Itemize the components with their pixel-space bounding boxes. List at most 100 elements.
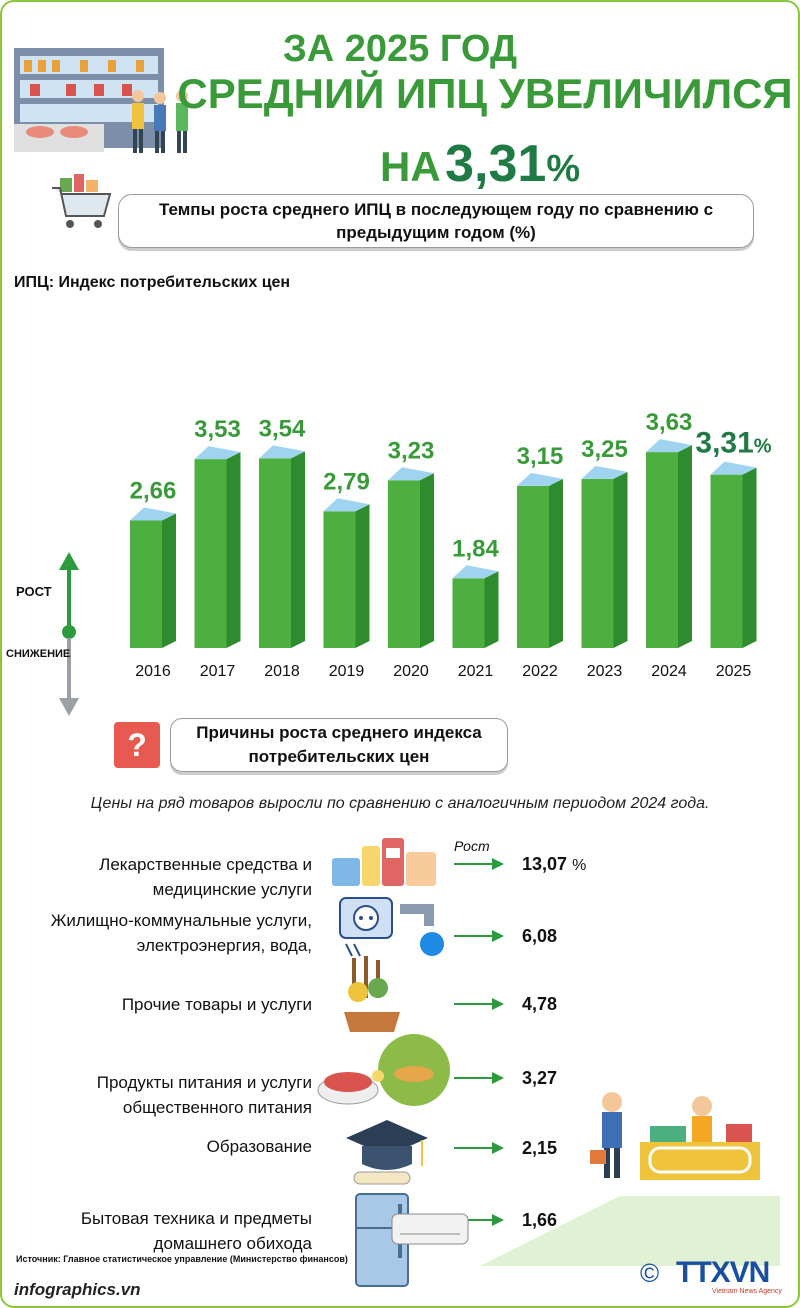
bar-top [452, 565, 499, 579]
data-label: 3,15 [517, 443, 564, 470]
bar-2025 [710, 461, 757, 648]
reason-value-number: 13,07 [522, 854, 568, 874]
bar-front [388, 480, 420, 648]
bar-2024 [646, 439, 692, 648]
bar-front [323, 511, 356, 648]
bar-top [710, 461, 757, 475]
bar-side [291, 451, 305, 648]
bar-2022 [517, 472, 563, 648]
bar-front [517, 485, 549, 648]
garden-goods-icon [344, 956, 400, 1032]
growth-arrow-icon [454, 858, 504, 870]
graduation-cap-icon [346, 1120, 428, 1185]
bar-top [259, 445, 305, 459]
bar-top [130, 507, 176, 521]
bar-front [452, 578, 485, 648]
bar-side [742, 467, 757, 648]
bar-side [162, 513, 176, 648]
chart-subtitle: Темпы роста среднего ИПЦ в последующем г… [118, 194, 754, 248]
data-label: 3,25 [581, 436, 628, 463]
shopping-cart-icon [52, 174, 112, 228]
bar-2016 [130, 507, 176, 648]
data-label: 3,23 [388, 437, 435, 464]
x-tick-label: 2016 [135, 663, 171, 680]
medicine-icon [332, 838, 436, 886]
x-tick-label: 2021 [458, 663, 494, 680]
copyright-symbol: © [640, 1258, 660, 1288]
bar-side [420, 473, 434, 648]
data-label: 2,66 [130, 477, 177, 504]
bar-front [710, 474, 743, 648]
x-tick-label: 2025 [716, 663, 752, 680]
bar-front [259, 458, 291, 648]
reason-value-unit: % [572, 857, 587, 874]
bar-top [646, 439, 692, 453]
question-icon: ? [114, 722, 160, 768]
data-label: 2,79 [323, 468, 370, 495]
reason-item-label: Образование [206, 1137, 312, 1156]
agency-subtitle: Vietnam News Agency [712, 1288, 782, 1295]
source-note: Источник: Главное статистическое управле… [16, 1254, 348, 1264]
bar-2020 [388, 467, 434, 648]
decline-label: СНИЖЕНИЕ [6, 648, 71, 660]
bar-2021 [452, 565, 499, 648]
reason-item-label: Жилищно-коммунальные услуги, электроэнер… [50, 911, 312, 955]
bar-front [130, 520, 162, 648]
reason-item-label: Бытовая техника и предметы домашнего оби… [80, 1209, 312, 1253]
reason-item-label: Лекарственные средства и медицинские усл… [99, 855, 312, 899]
cpi-definition: ИПЦ: Индекс потребительских цен [14, 274, 291, 291]
reason-item-value: 13,07 % [522, 854, 586, 875]
reason-item-value: 2,15 [522, 1138, 558, 1158]
reason-item-label: Продукты питания и услуги общественного … [96, 1073, 312, 1117]
reason-item-value: 4,78 [522, 994, 558, 1014]
headline-value: 3,31 [445, 135, 547, 193]
x-tick-label: 2022 [522, 663, 558, 680]
growth-arrow-icon [454, 930, 504, 942]
headline-line1: ЗА 2025 ГОД [282, 28, 518, 70]
food-icon [317, 1034, 450, 1106]
headline-line2: СРЕДНИЙ ИПЦ УВЕЛИЧИЛСЯ [177, 70, 793, 117]
data-label-unit: % [754, 436, 772, 458]
growth-label: РОСТ [16, 584, 52, 599]
agency-logo: TTXVN [676, 1256, 770, 1289]
growth-arrow-icon [454, 998, 504, 1010]
appliance-icon [355, 1193, 469, 1287]
cpi-bar-chart: 2,66 2016 3,53 2017 3,54 2018 2,79 2019 3,23 2020… [130, 409, 772, 680]
x-tick-label: 2018 [264, 663, 300, 680]
bar-top [323, 498, 370, 512]
x-tick-label: 2024 [651, 663, 687, 680]
data-label: 3,31% [695, 427, 771, 460]
reasons-title: Причины роста среднего индекса потребите… [170, 718, 508, 772]
bar-front [646, 452, 678, 648]
footer-site: infographics.vn [14, 1280, 141, 1299]
headline-line3: НА 3,31% [380, 134, 580, 194]
headline-prefix: НА [380, 143, 441, 190]
reason-item-value: 1,66 [522, 1210, 558, 1230]
utilities-icon [339, 897, 444, 957]
data-label: 3,53 [194, 416, 241, 443]
bar-top [194, 446, 241, 460]
data-label: 3,54 [259, 415, 306, 442]
bar-front [581, 478, 614, 648]
bar-2017 [194, 446, 241, 648]
x-tick-label: 2020 [393, 663, 429, 680]
growth-arrow-icon [454, 1072, 504, 1084]
reason-item-label: Прочие товары и услуги [121, 995, 312, 1014]
headline-unit: % [546, 148, 581, 190]
reason-item-value: 6,08 [522, 926, 558, 946]
bar-front [194, 459, 227, 648]
bar-side [613, 471, 628, 648]
bar-side [226, 452, 241, 648]
bar-side [678, 445, 692, 648]
growth-caption: Рост [454, 838, 490, 854]
growth-arrow-icon [454, 1142, 504, 1154]
data-label: 1,84 [452, 535, 499, 562]
bar-side [484, 571, 499, 648]
reasons-note: Цены на ряд товаров выросли по сравнению… [90, 795, 710, 812]
x-tick-label: 2017 [200, 663, 236, 680]
data-label: 3,63 [646, 409, 693, 436]
bar-side [549, 478, 563, 648]
x-tick-label: 2023 [587, 663, 623, 680]
bar-2023 [581, 465, 628, 648]
